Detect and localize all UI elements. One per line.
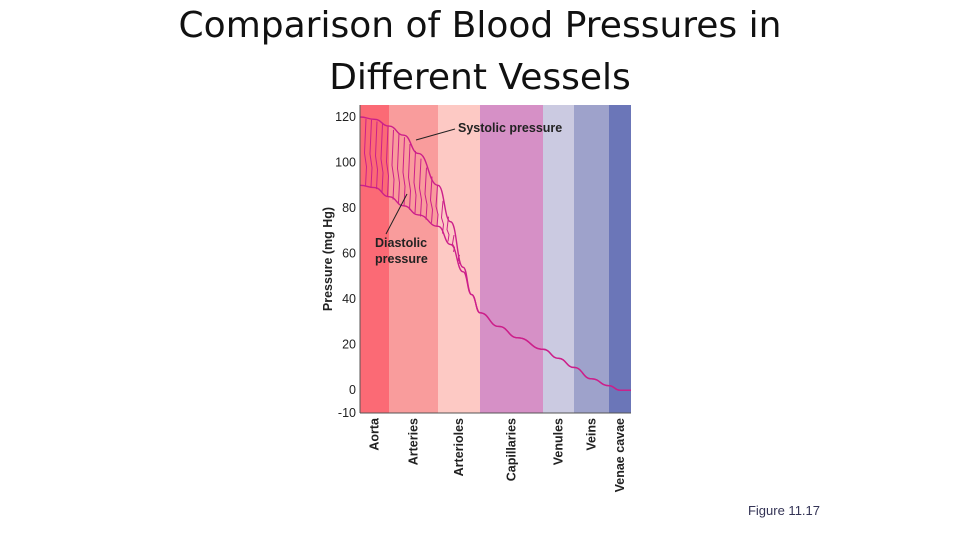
- slide-title-line-1: Comparison of Blood Pressures in: [178, 5, 782, 46]
- y-tick-label: 60: [342, 247, 356, 261]
- slide-title-line-2: Different Vessels: [329, 57, 631, 98]
- region-capillaries: [480, 105, 543, 413]
- pulse-stroke: [380, 124, 384, 193]
- pulse-stroke: [446, 216, 450, 242]
- y-tick-label: 40: [342, 292, 356, 306]
- pulse-stroke: [407, 143, 412, 210]
- systolic-annotation: Systolic pressure: [458, 121, 562, 135]
- slide-title: Comparison of Blood Pressures in Differe…: [0, 0, 960, 104]
- x-category-label: Venules: [552, 418, 566, 465]
- diastolic-annotation-line-2: pressure: [375, 252, 428, 266]
- region-arteries: [389, 105, 438, 413]
- vessel-regions: [360, 105, 631, 413]
- x-category-label: Veins: [585, 418, 599, 451]
- x-category-label: Arteries: [407, 418, 421, 465]
- pulse-stroke: [402, 137, 406, 207]
- diastolic-curve: [359, 184, 631, 391]
- pulse-stroke: [396, 133, 401, 203]
- y-tick-label: 0: [349, 383, 356, 397]
- y-tick-label: 120: [335, 110, 356, 124]
- pulse-stroke: [374, 121, 379, 190]
- x-category-label: Arterioles: [452, 418, 466, 476]
- pulse-stroke: [363, 118, 368, 187]
- annotations: Systolic pressure Diastolic pressure: [375, 121, 562, 266]
- figure-caption: Figure 11.17: [747, 503, 820, 518]
- y-tick-label: -10: [338, 406, 356, 420]
- region-venae-cavae: [609, 105, 631, 413]
- y-axis: Pressure (mg Hg): [321, 105, 631, 414]
- pulse-stroke: [385, 126, 390, 197]
- x-category-label: Aorta: [368, 417, 382, 451]
- pulse-stroke: [424, 167, 428, 220]
- region-veins: [574, 105, 609, 413]
- diastolic-annotation-line-1: Diastolic: [375, 236, 427, 250]
- diastolic-leader-line: [385, 193, 408, 235]
- pulse-stroke: [391, 129, 395, 200]
- x-category-label: Venae cavae: [613, 418, 627, 492]
- pulse-stroke: [413, 150, 417, 214]
- y-tick-label: 100: [335, 156, 356, 170]
- blood-pressure-chart: Pressure (mg Hg) 120 100 80 60 40 20 0 -10 Aort…: [321, 105, 631, 492]
- pulse-pressure-fill: [363, 118, 461, 265]
- y-axis-label: Pressure (mg Hg): [321, 207, 335, 311]
- x-category-labels: Aorta Arteries Arterioles Capillaries Venule…: [368, 417, 628, 492]
- y-tick-label: 20: [342, 338, 356, 352]
- region-venules: [543, 105, 574, 413]
- pulse-stroke: [429, 176, 434, 223]
- pressure-curves: [359, 116, 631, 391]
- pulse-stroke: [440, 200, 445, 234]
- pulse-stroke: [418, 158, 423, 217]
- y-tick-label: 80: [342, 201, 356, 215]
- systolic-leader-line: [415, 128, 456, 141]
- y-tick-labels: 120 100 80 60 40 20 0 -10: [335, 110, 356, 420]
- x-category-label: Capillaries: [505, 418, 519, 481]
- pulse-stroke: [435, 185, 439, 227]
- pulse-stroke: [369, 119, 373, 188]
